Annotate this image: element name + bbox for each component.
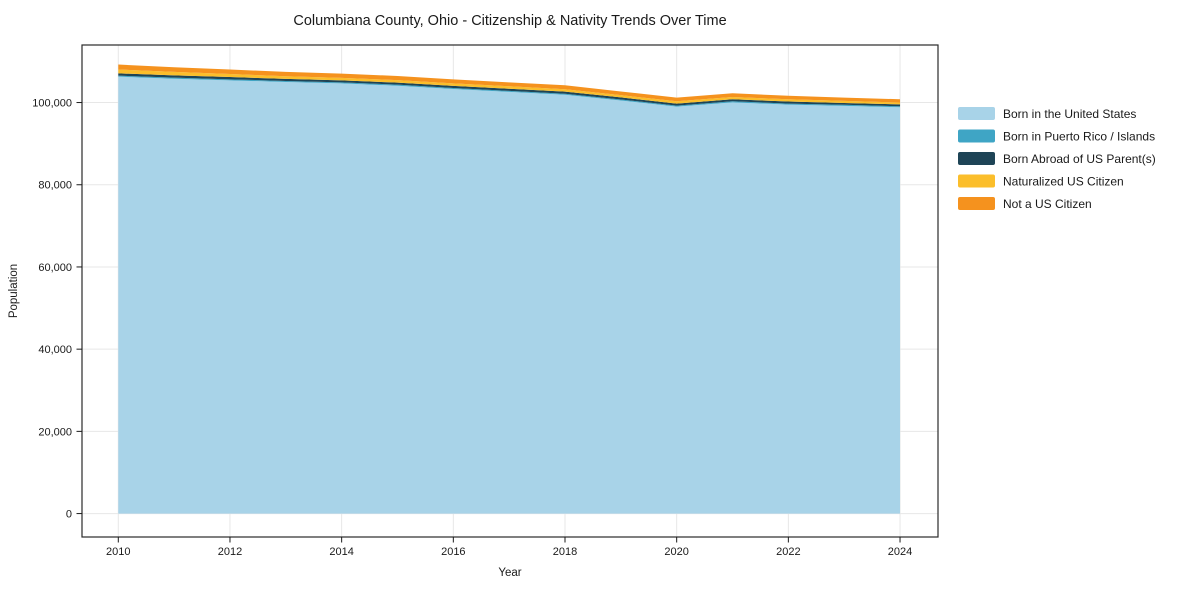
legend-label: Born in the United States <box>1003 107 1136 121</box>
plot-border <box>81 44 939 538</box>
y-tick-label: 0 <box>66 509 72 521</box>
legend-label: Born Abroad of US Parent(s) <box>1003 152 1156 166</box>
legend-swatch <box>958 107 995 120</box>
area-born-in-puerto-rico-islands <box>118 75 901 108</box>
x-tick-labels: 2010 2012 2014 2016 2018 2020 2022 2024 <box>106 546 912 558</box>
y-tick-label: 20,000 <box>38 426 72 438</box>
y-tick-label: 80,000 <box>38 180 72 192</box>
y-tick-label: 100,000 <box>32 98 72 110</box>
axis-ticks <box>76 102 901 543</box>
x-tick-label: 2016 <box>441 546 465 558</box>
legend-label: Naturalized US Citizen <box>1003 175 1124 189</box>
x-tick-label: 2020 <box>664 546 688 558</box>
area-series <box>118 64 901 514</box>
y-tick-label: 60,000 <box>38 262 72 274</box>
area-not-a-us-citizen <box>118 64 901 103</box>
area-born-abroad-of-us-parent-s- <box>118 73 901 107</box>
legend-swatch <box>958 152 995 165</box>
y-tick-label: 40,000 <box>38 344 72 356</box>
legend-label: Born in Puerto Rico / Islands <box>1003 130 1155 144</box>
x-axis-label: Year <box>498 567 521 579</box>
x-tick-label: 2018 <box>553 546 577 558</box>
area-born-in-the-united-states <box>118 76 901 514</box>
legend-swatch <box>958 174 995 188</box>
x-tick-label: 2010 <box>106 546 130 558</box>
chart-title: Columbiana County, Ohio - Citizenship & … <box>293 13 726 29</box>
legend-label: Not a US Citizen <box>1003 197 1092 211</box>
x-tick-label: 2012 <box>218 546 242 558</box>
y-tick-labels: 0 20,000 40,000 60,000 80,000 100,000 <box>32 98 72 521</box>
y-axis-label: Population <box>8 264 20 318</box>
legend-swatch <box>958 129 995 143</box>
area-naturalized-us-citizen <box>118 69 901 105</box>
legend-swatch <box>958 197 995 210</box>
x-tick-label: 2024 <box>888 546 912 558</box>
x-tick-label: 2022 <box>776 546 800 558</box>
legend: Born in the United States Born in Puerto … <box>958 107 1156 211</box>
x-tick-label: 2014 <box>329 546 353 558</box>
